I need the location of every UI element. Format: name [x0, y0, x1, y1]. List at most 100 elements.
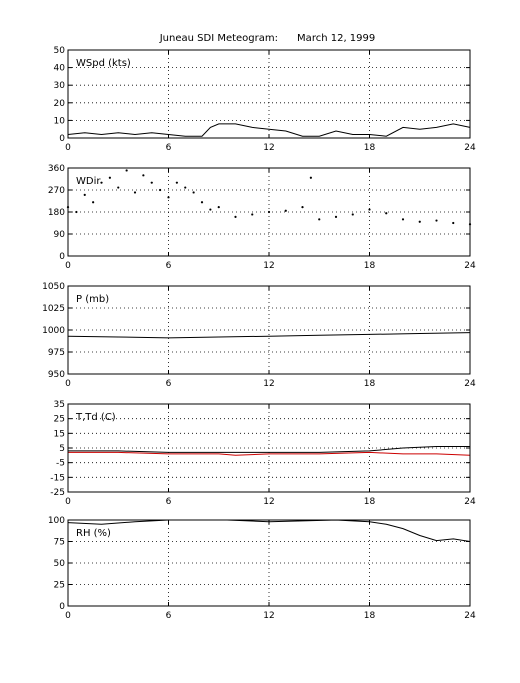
x-tick-label: 12 — [263, 261, 274, 271]
panel-label: P (mb) — [76, 294, 109, 305]
data-point — [318, 218, 321, 221]
plot-frame — [67, 49, 471, 139]
plot-frame — [67, 285, 471, 375]
y-tick-label: 360 — [48, 164, 65, 174]
data-point — [200, 201, 204, 204]
x-tick-label: 24 — [464, 143, 476, 153]
y-tick-label: 40 — [54, 64, 66, 74]
y-tick-label: 90 — [54, 230, 66, 240]
data-point — [159, 188, 162, 192]
x-tick-label: 18 — [364, 379, 376, 389]
data-point — [334, 215, 338, 218]
y-tick-label: 35 — [54, 400, 65, 410]
data-point — [142, 174, 145, 177]
data-point — [150, 181, 153, 184]
x-tick-label: 18 — [364, 497, 376, 507]
data-point — [351, 213, 354, 216]
y-tick-label: 75 — [54, 538, 65, 548]
data-point — [309, 176, 312, 179]
data-point — [108, 176, 111, 179]
x-tick-label: 6 — [166, 143, 172, 153]
panel-label: RH (%) — [76, 528, 111, 539]
y-tick-label: -25 — [50, 488, 65, 498]
x-tick-label: 0 — [65, 143, 71, 153]
data-point — [217, 206, 220, 209]
data-point — [251, 213, 254, 216]
plot-frame — [67, 167, 471, 257]
data-point — [368, 208, 371, 211]
data-point — [385, 212, 388, 215]
y-tick-label: 0 — [59, 252, 65, 262]
x-tick-label: 6 — [166, 611, 172, 621]
x-tick-label: 12 — [263, 379, 274, 389]
data-point — [75, 210, 78, 214]
data-point — [209, 208, 212, 211]
plot-frame — [67, 403, 471, 493]
x-tick-label: 18 — [364, 611, 376, 621]
y-tick-label: 50 — [54, 46, 66, 56]
data-point — [92, 201, 95, 204]
y-tick-label: 25 — [54, 415, 65, 425]
x-tick-label: 0 — [65, 611, 71, 621]
x-tick-label: 6 — [166, 497, 172, 507]
y-tick-label: 1050 — [42, 282, 65, 292]
x-tick-label: 12 — [263, 497, 274, 507]
x-tick-label: 0 — [65, 261, 71, 271]
y-tick-label: 1000 — [42, 326, 65, 336]
y-tick-label: 1025 — [42, 304, 65, 314]
data-point — [267, 210, 271, 214]
data-point — [192, 191, 195, 194]
y-tick-label: 0 — [59, 602, 65, 612]
series-line — [68, 451, 471, 456]
data-point — [401, 218, 405, 221]
y-tick-label: 15 — [54, 429, 65, 439]
x-tick-label: 18 — [364, 143, 376, 153]
y-tick-label: 5 — [59, 444, 65, 454]
plot-frame — [67, 519, 471, 607]
y-tick-label: 100 — [48, 516, 65, 526]
data-point — [133, 191, 137, 194]
data-point — [184, 186, 187, 189]
data-point — [175, 181, 178, 184]
panel-label: T,Td (C) — [75, 412, 116, 423]
data-point — [100, 181, 103, 184]
x-tick-label: 18 — [364, 261, 376, 271]
y-tick-label: 0 — [59, 134, 65, 144]
data-point — [125, 169, 128, 172]
panel-label: WSpd (kts) — [76, 58, 131, 69]
x-tick-label: 24 — [464, 261, 476, 271]
series-line — [67, 123, 471, 137]
x-tick-label: 6 — [166, 261, 172, 271]
y-tick-label: 270 — [48, 186, 65, 196]
x-tick-label: 0 — [65, 379, 71, 389]
data-point — [435, 219, 438, 222]
data-point — [234, 215, 237, 218]
y-tick-label: 20 — [54, 99, 66, 109]
data-point — [284, 209, 287, 212]
x-tick-label: 24 — [464, 611, 476, 621]
y-tick-label: 180 — [48, 208, 65, 218]
panel-label: WDir — [76, 176, 101, 187]
y-tick-label: 950 — [48, 370, 65, 380]
y-tick-label: -5 — [56, 459, 65, 469]
x-tick-label: 12 — [263, 611, 274, 621]
y-tick-label: 25 — [54, 581, 65, 591]
series-line — [68, 446, 470, 453]
data-point — [83, 193, 86, 196]
data-point — [117, 186, 120, 189]
y-tick-label: 975 — [48, 348, 65, 358]
x-tick-label: 6 — [166, 379, 172, 389]
y-tick-label: 30 — [54, 81, 66, 91]
data-point — [167, 196, 170, 199]
data-point — [418, 220, 421, 223]
series-line — [67, 332, 471, 339]
data-point — [301, 206, 304, 209]
y-tick-label: 10 — [54, 116, 66, 126]
y-tick-label: -15 — [50, 473, 65, 483]
chart-title: Juneau SDI Meteogram: March 12, 1999 — [159, 33, 376, 44]
y-tick-label: 50 — [54, 559, 66, 569]
x-tick-label: 24 — [464, 379, 476, 389]
data-point — [452, 221, 455, 225]
x-tick-label: 24 — [464, 497, 476, 507]
